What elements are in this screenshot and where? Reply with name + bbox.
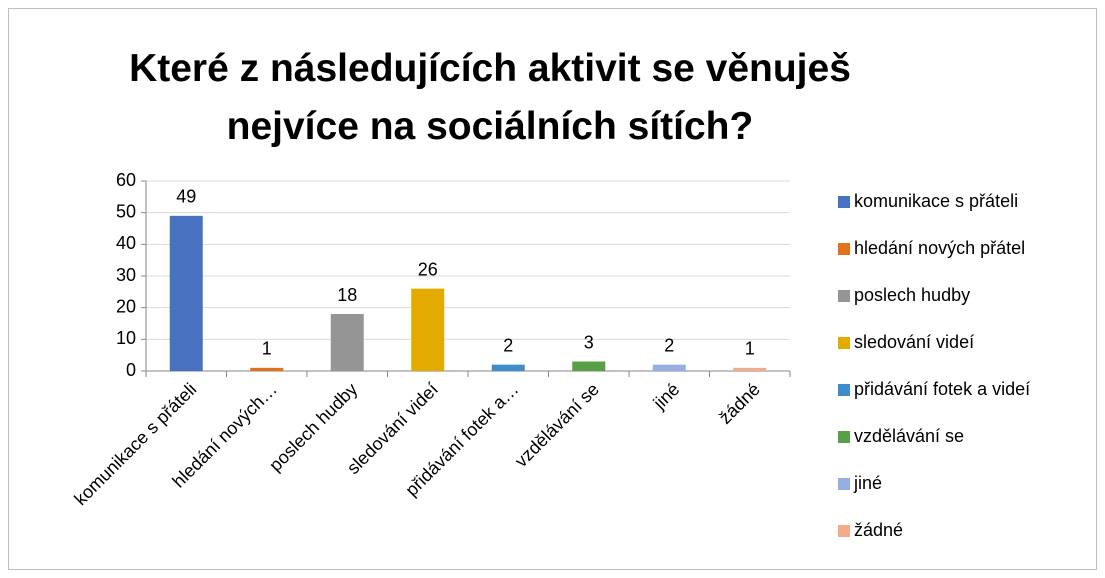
value-label: 49 <box>176 187 196 207</box>
legend-label: sledování videí <box>854 332 974 352</box>
chart-title: Které z následujících aktivit se věnuješ… <box>129 47 851 148</box>
y-tick-label: 20 <box>116 296 136 316</box>
legend-swatch <box>838 525 850 537</box>
legend-swatch <box>838 290 850 302</box>
value-label: 3 <box>584 332 594 352</box>
value-label: 1 <box>262 339 272 359</box>
bar <box>652 364 686 371</box>
bar <box>572 361 606 371</box>
bar <box>411 288 445 371</box>
value-label: 1 <box>745 339 755 359</box>
legend-swatch <box>838 478 850 490</box>
value-label: 26 <box>418 259 438 279</box>
legend-label: přidávání fotek a videí <box>854 379 1030 399</box>
legend-swatch <box>838 337 850 349</box>
legend-label: komunikace s přáteli <box>854 191 1018 211</box>
value-label: 18 <box>337 285 357 305</box>
legend-label: jiné <box>853 473 882 493</box>
legend-swatch <box>838 384 850 396</box>
bar <box>733 367 767 371</box>
legend-swatch <box>838 196 850 208</box>
x-tick-label: žádné <box>715 379 764 428</box>
legend-label: hledání nových přátel <box>854 238 1025 258</box>
x-tick-label: vzdělávání se <box>511 379 603 471</box>
legend-swatch <box>838 431 850 443</box>
legend-label: žádné <box>854 520 903 540</box>
bar <box>250 367 284 371</box>
y-tick-label: 40 <box>116 233 136 253</box>
y-tick-label: 30 <box>116 265 136 285</box>
bar <box>491 364 525 371</box>
y-tick-label: 10 <box>116 328 136 348</box>
y-tick-label: 0 <box>126 360 136 380</box>
value-label: 2 <box>664 335 674 355</box>
bar <box>330 314 364 371</box>
y-tick-label: 60 <box>116 170 136 190</box>
x-tick-label: jiné <box>649 379 684 414</box>
legend-swatch <box>838 243 850 255</box>
y-tick-label: 50 <box>116 201 136 221</box>
bar <box>169 215 203 371</box>
legend-label: poslech hudby <box>854 285 970 305</box>
legend-label: vzdělávání se <box>854 426 964 446</box>
value-label: 2 <box>503 335 513 355</box>
chart-border <box>8 8 1097 570</box>
